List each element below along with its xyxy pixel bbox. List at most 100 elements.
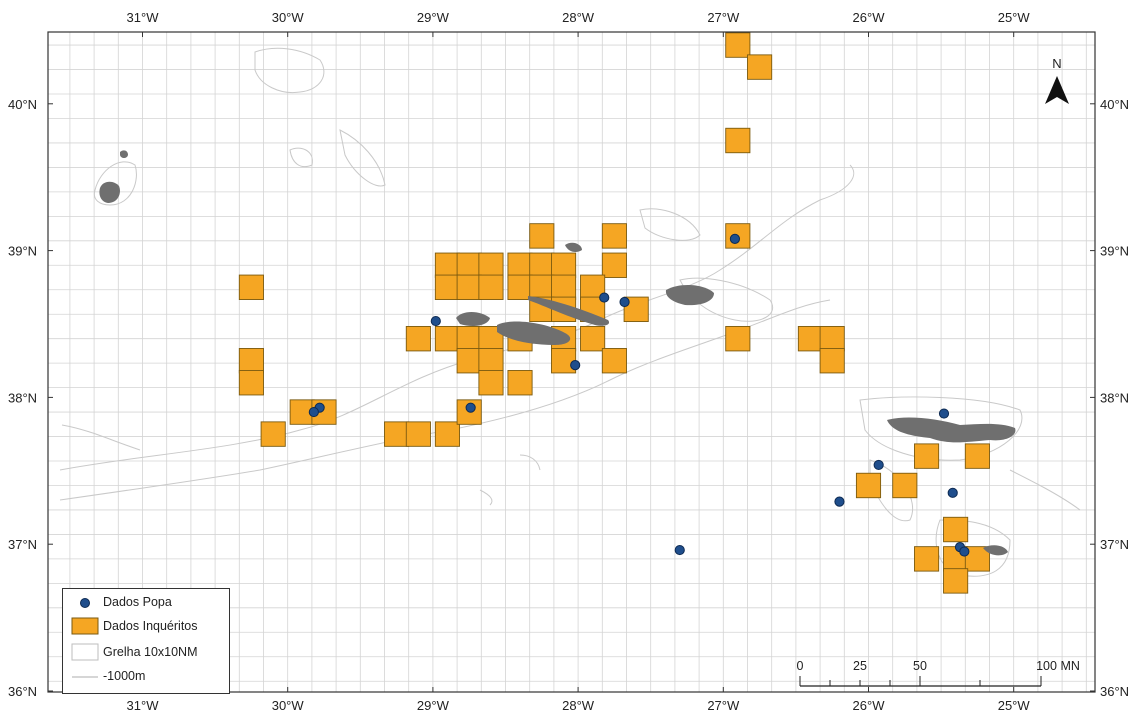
islands — [99, 150, 1016, 556]
lat-label-left: 36°N — [8, 684, 37, 699]
island-santa-maria — [983, 545, 1008, 556]
popa-point-icon — [80, 598, 90, 608]
legend-label-bathymetry: -1000m — [103, 669, 146, 683]
popa-point — [570, 360, 581, 371]
inqueritos-cell — [529, 252, 555, 278]
inqueritos-cell — [238, 274, 264, 300]
legend-item-popa: Dados Popa — [63, 593, 229, 615]
latitude-labels-right: 36°N 37°N 38°N 39°N 40°N — [1100, 97, 1129, 699]
inqueritos-cell — [747, 54, 773, 80]
legend-item-inqueritos: Dados Inquéritos — [63, 617, 229, 639]
lat-label-right: 38°N — [1100, 390, 1129, 405]
inqueritos-cell — [819, 348, 845, 374]
bathymetry-contour — [679, 277, 773, 322]
scale-bar: 0 25 50 100 MN — [797, 659, 1080, 687]
scale-label-0: 0 — [797, 659, 804, 673]
inqueritos-cell — [580, 325, 606, 352]
inqueritos-cell — [725, 32, 751, 58]
lon-label-bottom: 29°W — [417, 698, 450, 713]
north-label: N — [1052, 56, 1061, 71]
inqueritos-cell-icon — [71, 617, 99, 635]
inqueritos-cell — [434, 252, 460, 278]
inqueritos-cell — [529, 223, 555, 249]
lon-label-bottom: 28°W — [562, 698, 595, 713]
inqueritos-cell — [914, 546, 940, 572]
lon-label-bottom: 31°W — [127, 698, 160, 713]
lat-label-left: 39°N — [8, 244, 37, 259]
bathymetry-contour — [519, 454, 541, 471]
inqueritos-cell — [855, 472, 882, 499]
inqueritos-cell — [725, 325, 751, 352]
legend-label-popa: Dados Popa — [103, 595, 172, 609]
inqueritos-cell — [914, 443, 940, 469]
lon-label-bottom: 26°W — [853, 698, 886, 713]
inqueritos-cell — [478, 348, 504, 374]
lat-label-right: 36°N — [1100, 684, 1129, 699]
lon-label-bottom: 27°W — [707, 698, 740, 713]
inqueritos-cell — [601, 223, 627, 249]
popa-point — [674, 544, 685, 556]
inqueritos-cell — [238, 348, 264, 374]
popa-point — [465, 402, 476, 413]
island-pico — [497, 321, 571, 345]
island-sao-jorge — [528, 296, 610, 326]
island-faial — [456, 312, 490, 326]
lat-label-right: 39°N — [1100, 244, 1129, 259]
inqueritos-cell — [819, 325, 845, 352]
lon-label-bottom: 25°W — [998, 698, 1031, 713]
inqueritos-cell — [892, 472, 918, 499]
lon-label-bottom: 30°W — [272, 698, 305, 713]
lat-label-right: 37°N — [1100, 537, 1129, 552]
island-terceira — [665, 284, 714, 306]
map-frame — [47, 31, 1096, 693]
island-graciosa — [565, 242, 582, 253]
bathymetry-contour — [935, 519, 1011, 577]
lat-label-left: 38°N — [8, 390, 37, 405]
latitude-labels-left: 36°N 37°N 38°N 39°N 40°N — [8, 97, 37, 699]
lon-label-top: 26°W — [853, 10, 886, 25]
inqueritos-cell — [529, 274, 555, 300]
inqueritos-cell — [238, 370, 264, 396]
inqueritos-cell — [551, 252, 577, 278]
inqueritos-cell — [456, 252, 482, 278]
inqueritos-cell — [964, 443, 990, 469]
bathymetry-contour — [289, 147, 313, 168]
graticule-ticks — [48, 32, 1095, 692]
popa-point — [834, 496, 845, 507]
legend-item-bathymetry: -1000m — [63, 667, 229, 689]
popa-point — [873, 459, 884, 471]
grid-cell-icon — [71, 643, 99, 661]
longitude-labels-bottom: 31°W 30°W 29°W 28°W 27°W 26°W 25°W — [127, 698, 1031, 713]
inqueritos-cell — [507, 252, 533, 278]
inqueritos-cell — [478, 274, 504, 300]
lon-label-top: 27°W — [707, 10, 740, 25]
lon-label-top: 29°W — [417, 10, 450, 25]
legend-item-grid: Grelha 10x10NM — [63, 643, 229, 665]
inqueritos-cell — [478, 252, 504, 278]
inqueritos-cell — [384, 421, 410, 447]
inqueritos-cell — [601, 348, 627, 374]
bathymetry-contour — [339, 129, 386, 187]
inqueritos-cell — [260, 421, 286, 447]
inqueritos-cell — [434, 325, 460, 352]
inqueritos-cell — [507, 370, 533, 396]
bathymetry-contour — [479, 489, 493, 506]
bathymetry-contour — [859, 396, 1023, 461]
inqueritos-cell — [943, 568, 969, 594]
popa-point — [599, 292, 610, 303]
inqueritos-cell — [434, 274, 460, 300]
lat-label-right: 40°N — [1100, 97, 1129, 112]
popa-point — [308, 406, 319, 418]
island-corvo — [120, 150, 128, 158]
longitude-labels-top: 31°W 30°W 29°W 28°W 27°W 26°W 25°W — [127, 10, 1031, 25]
inqueritos-cell — [478, 370, 504, 396]
bathymetry-contour — [639, 208, 701, 241]
scale-label-100: 100 MN — [1036, 659, 1080, 673]
inqueritos-cell — [456, 274, 482, 300]
inqueritos-cell — [405, 421, 431, 447]
inqueritos-cell — [943, 516, 969, 543]
inqueritos-cell — [551, 274, 577, 300]
popa-point — [938, 408, 950, 419]
inqueritos-cell — [456, 325, 482, 352]
inqueritos-cell — [725, 127, 751, 154]
